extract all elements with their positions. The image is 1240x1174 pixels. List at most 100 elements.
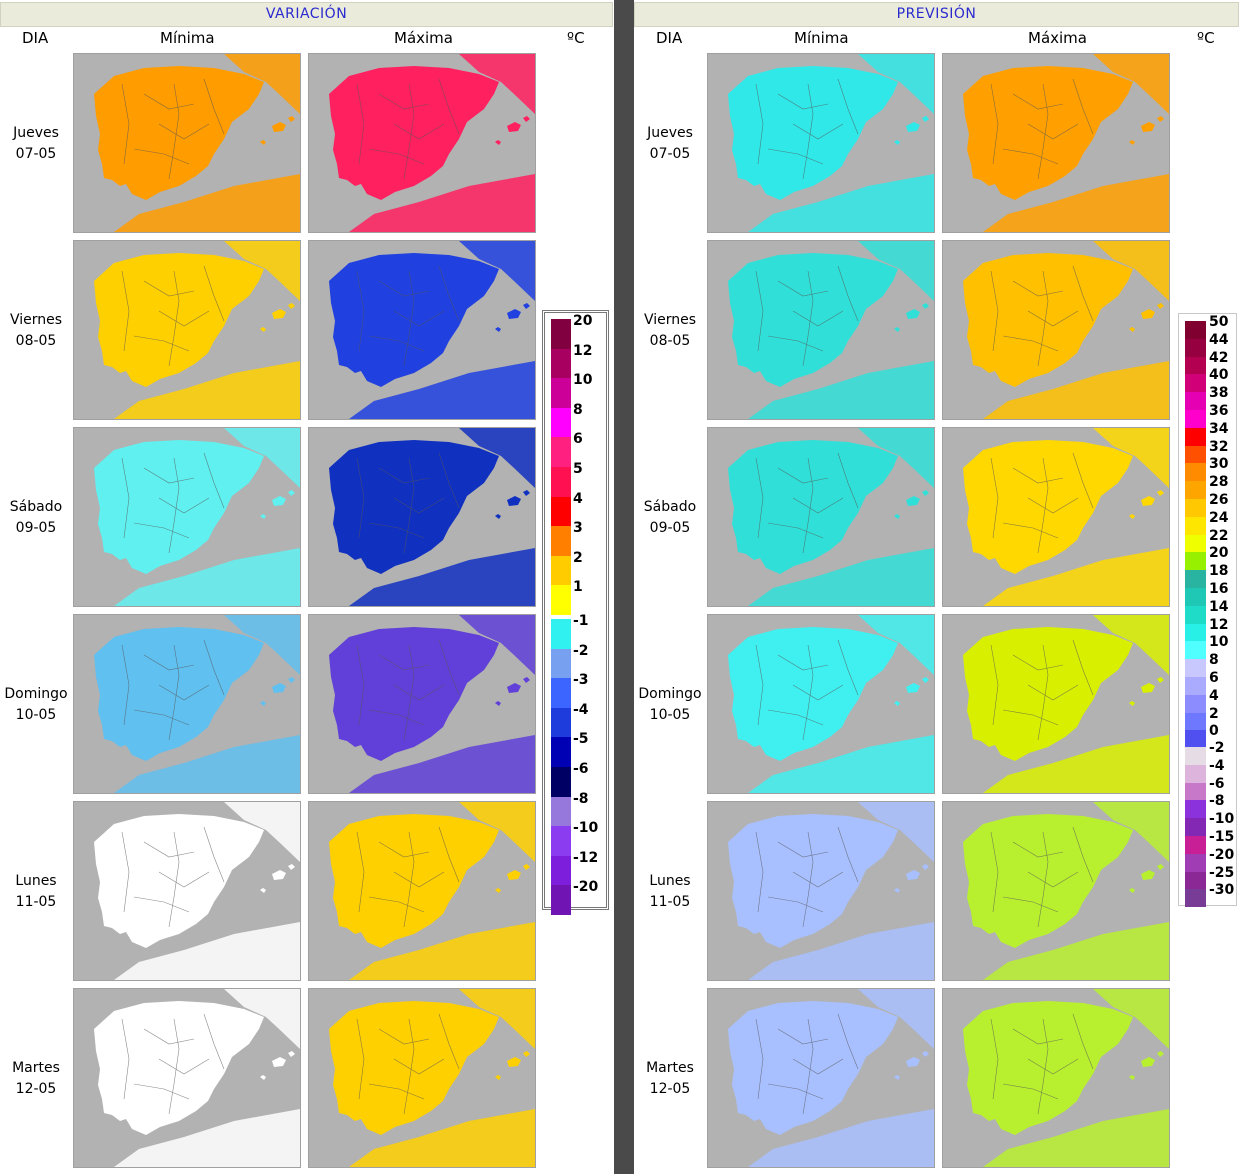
day-date: 11-05 [15, 894, 57, 910]
france-region [858, 802, 934, 862]
balearic-island [894, 1075, 900, 1080]
balearic-island [894, 327, 900, 332]
north-africa-region [983, 174, 1169, 232]
legend-entry: 12 [1185, 618, 1235, 644]
france-region [858, 54, 934, 114]
province-borders [990, 826, 1094, 928]
balearic-island [288, 677, 295, 683]
legend-label: 22 [1209, 527, 1229, 544]
legend-swatch [1185, 853, 1206, 872]
legend-entry: 26 [1185, 493, 1235, 519]
balearic-island [272, 683, 286, 693]
balearic-island [1157, 490, 1164, 496]
legend-swatch [1185, 623, 1206, 642]
balearic-island [894, 888, 900, 893]
day-name: Lunes [649, 873, 691, 889]
legend-label: -2 [1209, 740, 1225, 756]
north-africa-region [748, 361, 934, 419]
iberian-peninsula [94, 440, 264, 574]
iberian-peninsula [329, 627, 499, 761]
legend-swatch [1185, 712, 1206, 731]
balearic-island [288, 303, 295, 309]
legend-swatch [551, 678, 571, 708]
legend-swatch [551, 496, 571, 527]
legend-swatch [1185, 730, 1206, 749]
iberian-peninsula [94, 814, 264, 948]
legend-swatch [551, 826, 571, 856]
balearic-island [507, 122, 521, 132]
legend-label: -25 [1209, 864, 1235, 881]
balearic-island [260, 514, 266, 519]
variation-min-map [73, 801, 301, 981]
day-name: Jueves [647, 125, 693, 141]
france-region [459, 428, 535, 488]
legend-entry: 20 [551, 314, 601, 349]
legend-entry: 1 [551, 580, 601, 615]
province-borders [356, 78, 460, 180]
balearic-island [523, 1051, 530, 1057]
balearic-island [1157, 1051, 1164, 1057]
balearic-island [1141, 496, 1155, 506]
variation-max-map [308, 53, 536, 233]
balearic-island [288, 116, 295, 122]
legend-swatch [551, 407, 571, 438]
legend-label: -8 [573, 790, 589, 807]
iberian-peninsula [963, 66, 1133, 200]
legend-swatch [1185, 764, 1206, 783]
forecast-min-map [707, 427, 935, 607]
variation-min-map [73, 427, 301, 607]
france-region [858, 615, 934, 675]
north-africa-region [349, 1109, 535, 1167]
forecast-max-map [942, 240, 1170, 420]
legend-entry: 6 [1185, 671, 1235, 697]
legend-swatch [1185, 481, 1206, 499]
balearic-island [495, 140, 501, 145]
legend-label: 10 [573, 372, 593, 389]
balearic-island [507, 683, 521, 693]
legend-swatch [1185, 570, 1206, 588]
legend-swatch [551, 885, 571, 915]
balearic-island [523, 864, 530, 870]
legend-swatch [551, 555, 571, 586]
legend-label: 20 [573, 313, 593, 329]
legend-entry: 8 [551, 403, 601, 438]
day-date: 12-05 [649, 1081, 691, 1097]
balearic-island [495, 327, 501, 332]
day-date: 09-05 [649, 520, 691, 536]
legend-entry: 10 [551, 373, 601, 408]
day-date: 12-05 [15, 1081, 57, 1097]
legend-entry: 2 [551, 551, 601, 586]
variation-min-map [73, 614, 301, 794]
balearic-island [288, 1051, 295, 1057]
variation-panel: VARIACIÓN DIA Mínima Máxima ºC Jueves 07-… [0, 0, 614, 1174]
legend-swatch [1185, 836, 1206, 854]
iberian-peninsula [94, 66, 264, 200]
iberian-peninsula [963, 253, 1133, 387]
balearic-island [288, 490, 295, 496]
balearic-island [1141, 1057, 1155, 1067]
balearic-island [523, 677, 530, 683]
province-borders [356, 826, 460, 928]
legend-entry: -20 [1185, 848, 1235, 874]
legend-swatch [551, 526, 571, 556]
variation-min-map [73, 988, 301, 1168]
france-region [1093, 241, 1169, 301]
france-region [459, 615, 535, 675]
max-column-header: Máxima [394, 29, 453, 47]
legend-entry: -15 [1185, 830, 1235, 856]
france-region [1093, 54, 1169, 114]
province-borders [990, 452, 1094, 554]
legend-swatch [551, 378, 571, 408]
balearic-island [1141, 309, 1155, 319]
unit-label: ºC [567, 29, 585, 47]
legend-swatch [551, 348, 571, 379]
north-africa-region [114, 1109, 300, 1167]
legend-label: -15 [1209, 829, 1235, 845]
balearic-island [1129, 888, 1135, 893]
province-borders [990, 265, 1094, 367]
day-name: Jueves [13, 125, 59, 141]
balearic-island [906, 870, 920, 880]
variation-min-map [73, 240, 301, 420]
province-borders [356, 452, 460, 554]
france-region [858, 241, 934, 301]
